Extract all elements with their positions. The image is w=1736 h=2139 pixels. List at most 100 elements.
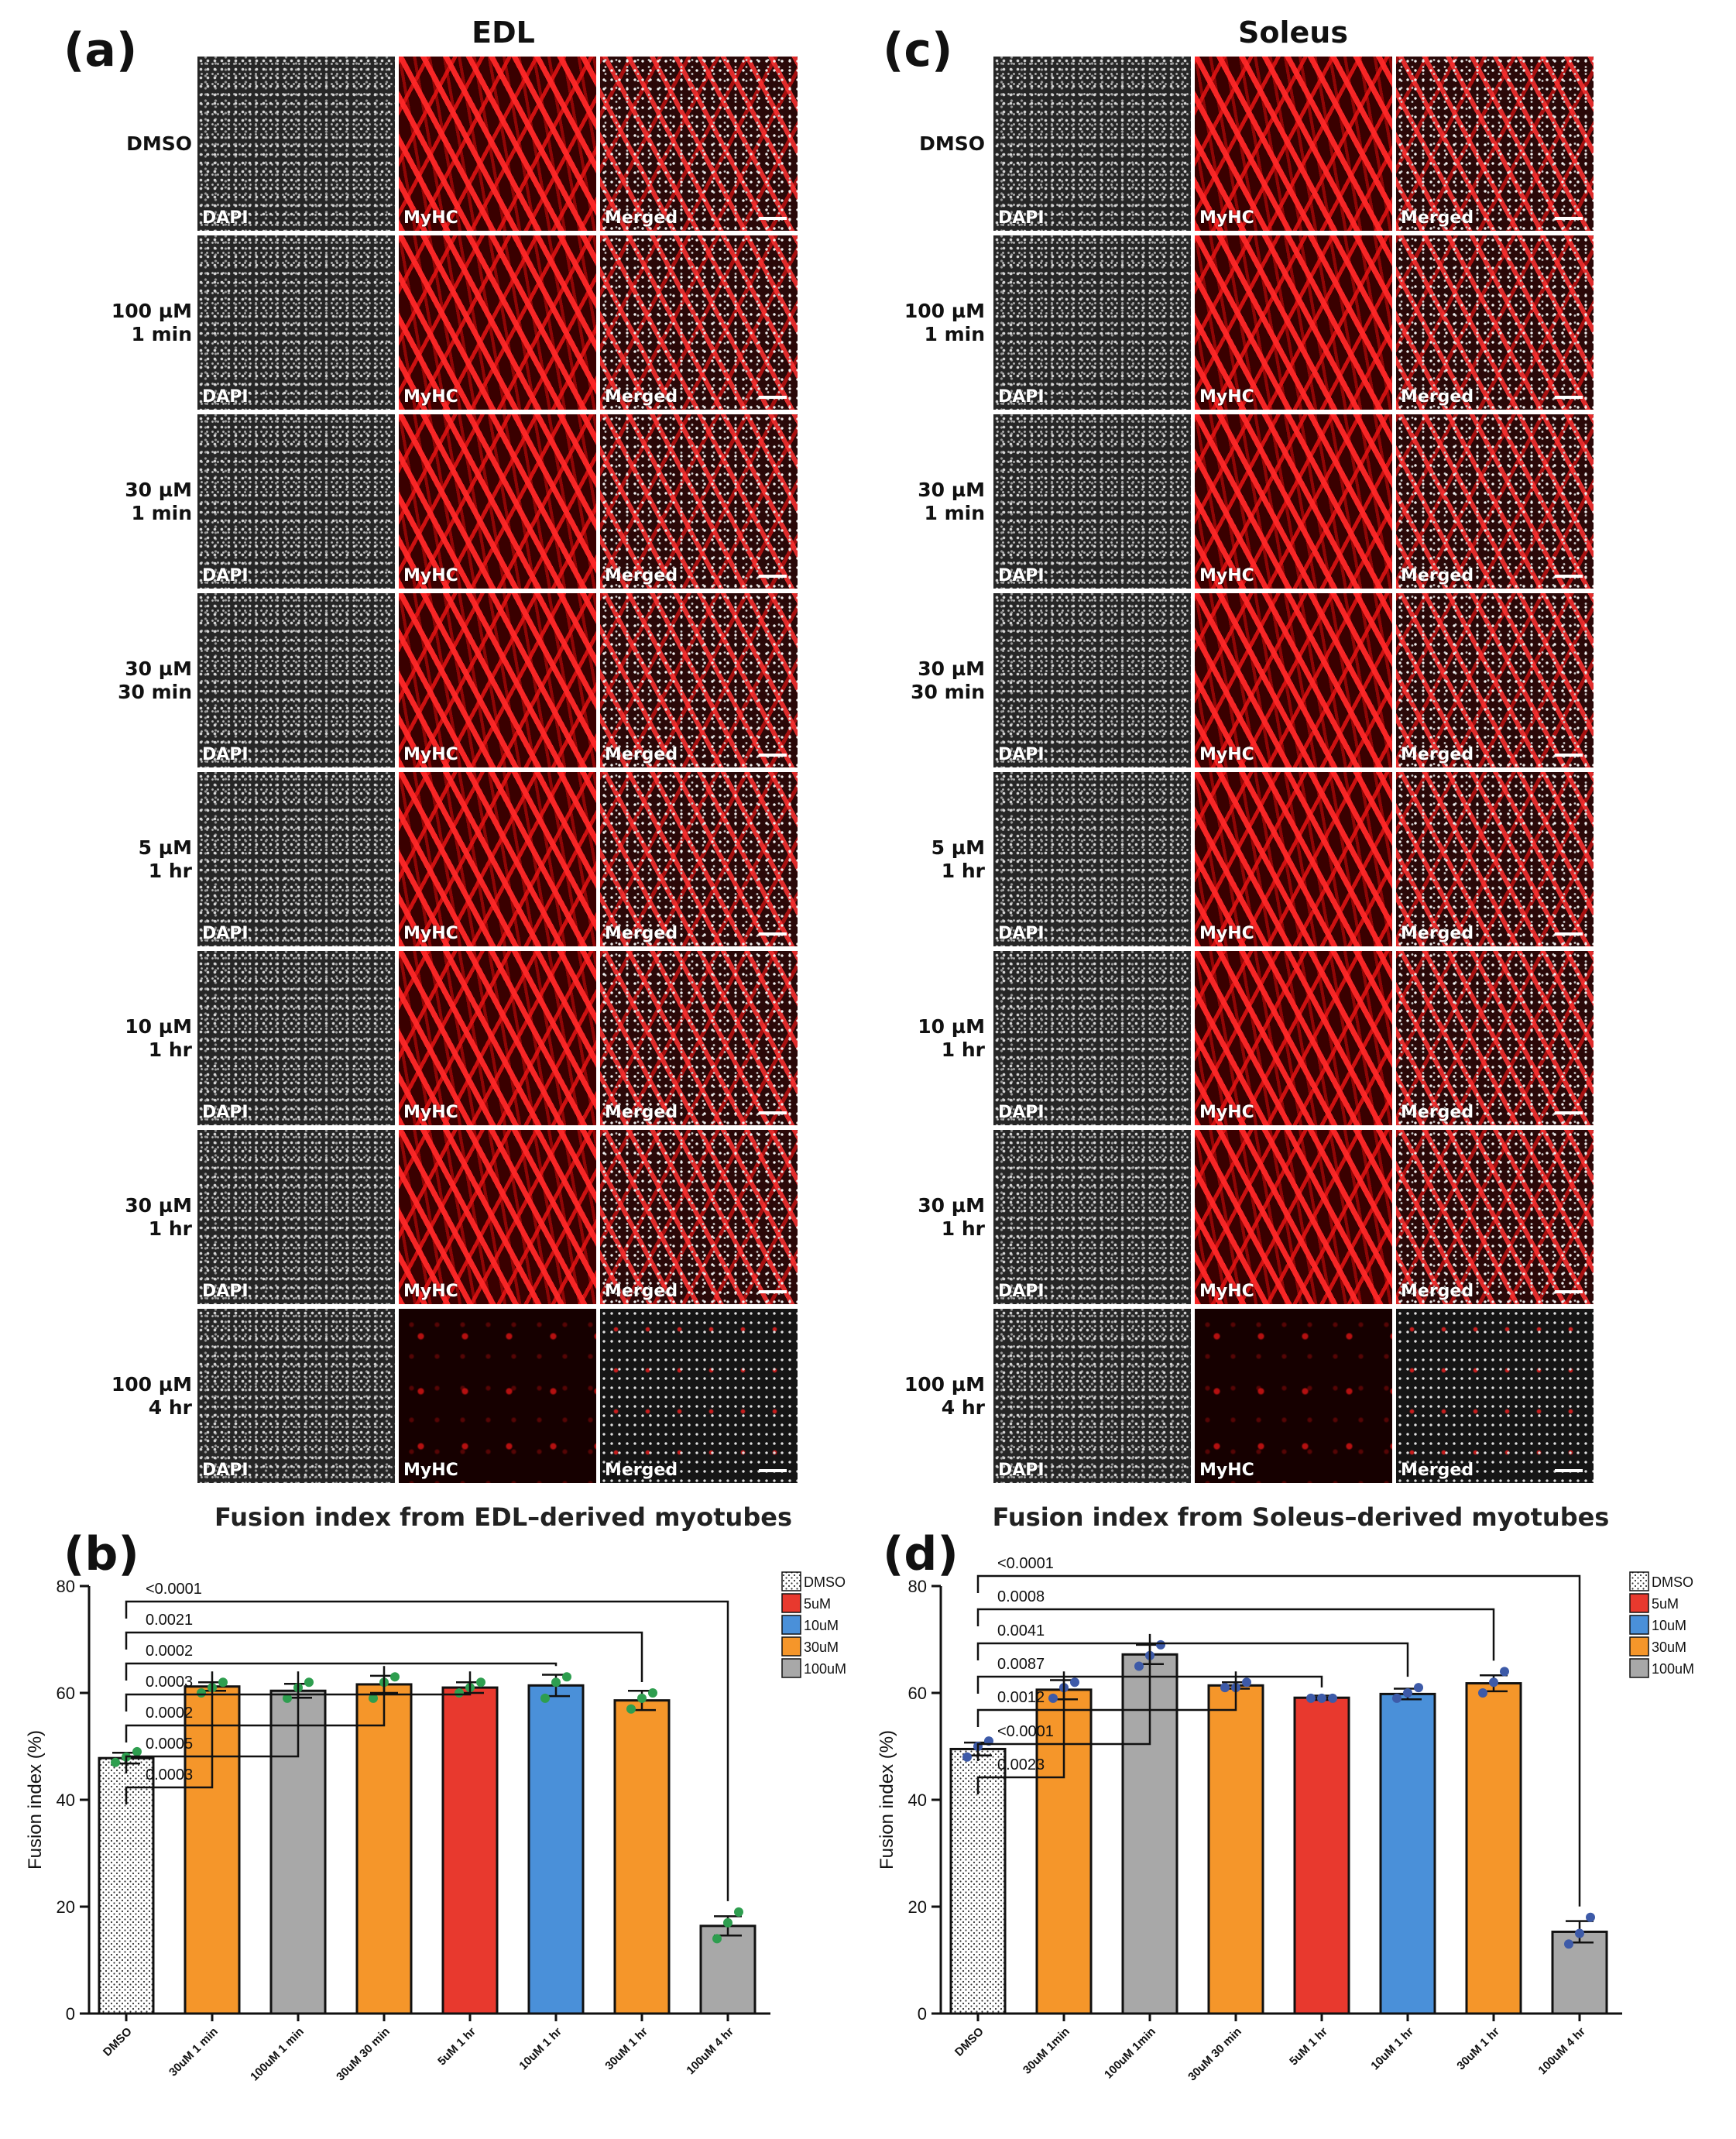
data-point <box>1156 1639 1165 1650</box>
y-tick-label: 0 <box>66 2004 75 2024</box>
data-point <box>1317 1693 1326 1703</box>
soleus-chart-title: Fusion index from Soleus–derived myotube… <box>992 1502 1610 1532</box>
soleus-micrograph-myhc: MyHC <box>1195 235 1392 410</box>
channel-tag: Merged <box>1401 924 1474 943</box>
channel-tag: DAPI <box>998 566 1045 585</box>
x-tick-label: 100uM 1 min <box>248 2025 307 2084</box>
channel-tag: Merged <box>605 924 678 943</box>
p-value-label: 0.0003 <box>146 1674 193 1691</box>
edl-micrograph-myhc: MyHC <box>399 772 596 946</box>
channel-tag: DAPI <box>998 924 1045 943</box>
legend-label: 30uM <box>1652 1639 1686 1655</box>
legend-swatch <box>1629 1571 1649 1591</box>
data-point <box>369 1693 378 1703</box>
edl-micrograph-merged: Merged <box>600 951 798 1125</box>
data-point <box>1575 1928 1584 1938</box>
soleus-row-label: DMSO <box>919 132 985 155</box>
data-point <box>562 1672 571 1682</box>
legend-swatch <box>781 1658 801 1678</box>
x-tick-label: 30uM 1 hr <box>602 2025 650 2073</box>
channel-tag: DAPI <box>202 745 249 764</box>
legend-swatch <box>781 1636 801 1657</box>
channel-tag: MyHC <box>1199 745 1254 764</box>
bar <box>527 1684 585 2015</box>
channel-tag: Merged <box>605 1461 678 1480</box>
data-point <box>1414 1683 1423 1693</box>
data-point <box>1392 1693 1401 1703</box>
soleus-micrograph-dapi: DAPI <box>993 414 1191 589</box>
soleus-row-label: 10 µM 1 hr <box>918 1015 985 1061</box>
edl-row-label: 100 µM 1 min <box>111 299 192 345</box>
legend-swatch <box>1629 1658 1649 1678</box>
data-point <box>723 1918 732 1928</box>
channel-tag: DAPI <box>202 387 249 407</box>
p-value-label: 0.0002 <box>146 1643 193 1660</box>
y-tick-label: 60 <box>57 1684 75 1703</box>
x-tick-label: 30uM 1min <box>1021 2025 1072 2077</box>
soleus-micrograph-myhc: MyHC <box>1195 57 1392 231</box>
edl-micrograph-myhc: MyHC <box>399 593 596 767</box>
edl-micrograph-merged: Merged <box>600 1130 798 1304</box>
channel-tag: Merged <box>1401 1282 1474 1301</box>
bar <box>613 1699 671 2015</box>
x-tick-label: 5uM 1 hr <box>1287 2025 1330 2069</box>
scale-bar <box>759 754 787 757</box>
channel-tag: Merged <box>605 387 678 407</box>
y-tick-label: 20 <box>908 1897 927 1917</box>
data-point <box>283 1693 292 1703</box>
x-tick-label: 10uM 1 hr <box>1368 2025 1416 2073</box>
x-tick-label: 100uM 1min <box>1102 2025 1158 2082</box>
channel-tag: DAPI <box>202 924 249 943</box>
legend-label: 5uM <box>804 1596 831 1612</box>
edl-micrograph-dapi: DAPI <box>197 772 395 946</box>
significance-bracket <box>976 1675 1323 1694</box>
edl-row-label: 30 µM 1 min <box>125 478 192 524</box>
soleus-micrograph-merged: Merged <box>1396 1309 1594 1483</box>
data-point <box>1489 1677 1498 1688</box>
x-tick-label: DMSO <box>101 2025 135 2059</box>
data-point <box>390 1672 400 1682</box>
soleus-micrograph-dapi: DAPI <box>993 951 1191 1125</box>
edl-fusion-chart: 0 20 40 60 80 Fusion index (%) DMSO 30uM 1 min 1… <box>25 1571 846 2084</box>
scale-bar <box>759 1469 787 1472</box>
legend-swatch <box>1629 1615 1649 1635</box>
edl-chart-title: Fusion index from EDL–derived myotubes <box>214 1502 792 1532</box>
channel-tag: MyHC <box>403 387 458 407</box>
significance-bracket <box>125 1666 386 1742</box>
data-point <box>1478 1688 1487 1698</box>
x-tick-label: 30uM 1 min <box>166 2025 221 2079</box>
edl-row-label: 30 µM 30 min <box>118 657 192 703</box>
y-tick-label: 40 <box>908 1791 927 1810</box>
data-point <box>648 1688 657 1698</box>
channel-tag: MyHC <box>403 1282 458 1301</box>
p-value-label: 0.0021 <box>146 1612 193 1629</box>
channel-tag: MyHC <box>1199 387 1254 407</box>
channel-tag: MyHC <box>403 745 458 764</box>
significance-bracket <box>976 1633 1151 1761</box>
scale-bar <box>759 932 787 936</box>
soleus-micrograph-merged: Merged <box>1396 414 1594 589</box>
significance-bracket <box>976 1671 1065 1794</box>
scale-bar <box>1555 217 1583 220</box>
edl-micrograph-myhc: MyHC <box>399 1130 596 1304</box>
edl-row-label: 30 µM 1 hr <box>125 1193 192 1240</box>
x-tick-label: DMSO <box>952 2025 986 2059</box>
legend-swatch <box>781 1615 801 1635</box>
panel-letter-b: (b) <box>63 1527 139 1581</box>
channel-tag: MyHC <box>1199 566 1254 585</box>
channel-tag: MyHC <box>403 1461 458 1480</box>
edl-micrograph-merged: Merged <box>600 1309 798 1483</box>
channel-tag: MyHC <box>1199 924 1254 943</box>
panel-letter-a: (a) <box>63 23 138 77</box>
edl-micrograph-myhc: MyHC <box>399 235 596 410</box>
edl-row-label: 100 µM 4 hr <box>111 1372 192 1419</box>
legend-swatch <box>781 1593 801 1613</box>
data-point <box>734 1907 743 1917</box>
edl-micrograph-myhc: MyHC <box>399 1309 596 1483</box>
significance-bracket <box>976 1671 1237 1727</box>
significance-bracket <box>125 1631 643 1682</box>
x-tick-label: 30uM 1 hr <box>1454 2025 1502 2073</box>
soleus-micrograph-dapi: DAPI <box>993 1130 1191 1304</box>
edl-micrograph-dapi: DAPI <box>197 1130 395 1304</box>
y-axis-label: Fusion index (%) <box>877 1730 897 1869</box>
